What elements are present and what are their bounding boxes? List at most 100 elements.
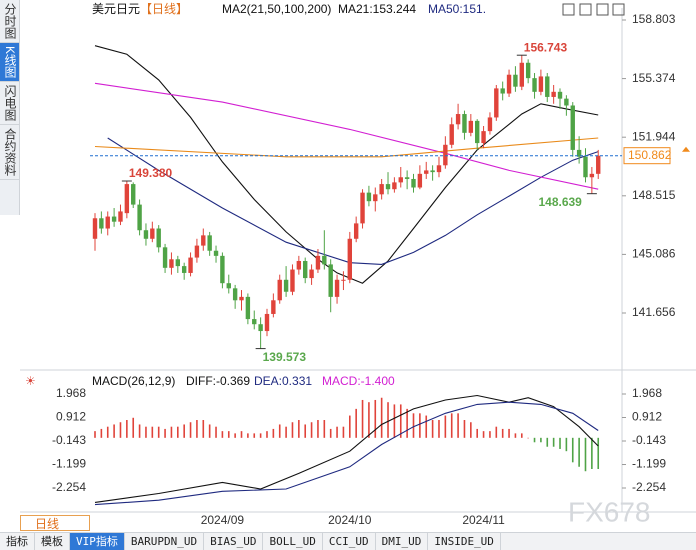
candle-body	[290, 269, 295, 292]
candle-body	[92, 218, 98, 239]
y-tick-label: 158.803	[632, 12, 676, 26]
macd-bar	[126, 420, 128, 438]
candle-body	[538, 76, 544, 92]
toolbar-tab[interactable]: BIAS_UD	[204, 533, 264, 550]
candle-body	[283, 279, 289, 292]
candle-body	[532, 78, 537, 92]
macd-bar	[412, 413, 415, 438]
side-tab[interactable]: K线图	[0, 43, 19, 83]
extreme-label: 156.743	[524, 40, 568, 54]
macd-bar	[310, 422, 313, 438]
toolbar-tab[interactable]: DMI_UD	[376, 533, 429, 550]
macd-bar	[470, 422, 472, 438]
macd-bar	[355, 408, 357, 438]
line	[94, 394, 599, 503]
y-tick-label: -0.143	[632, 433, 666, 447]
macd-bar	[393, 404, 396, 438]
macd-bar	[508, 428, 510, 438]
macd-bar	[138, 424, 141, 438]
candle-body	[564, 98, 569, 106]
macd-bar	[329, 428, 332, 438]
macd-bar	[399, 404, 402, 438]
y-tick-label: 1.968	[56, 386, 86, 400]
candle-body	[99, 218, 104, 229]
macd-bar	[431, 420, 434, 438]
macd-bar	[298, 420, 300, 438]
toolbar-tab[interactable]: BOLL_UD	[263, 533, 323, 550]
candle-body	[194, 245, 200, 258]
last-price-arrow	[682, 146, 690, 152]
macd-bar	[584, 437, 587, 472]
macd-bar	[438, 420, 440, 438]
toolbar: 指标 模板 VIP指标 BARUPDN_UD BIAS_UD BOLL_UD CCI_UD D…	[0, 532, 696, 550]
candle-body	[360, 192, 365, 224]
macd-bar	[272, 428, 275, 438]
side-tab[interactable]: 闪电图	[0, 82, 19, 126]
candle-body	[162, 247, 168, 268]
macd-bar	[406, 408, 408, 438]
candle-body	[443, 144, 448, 166]
candle-body	[468, 120, 474, 133]
toolbar-tab[interactable]: BARUPDN_UD	[125, 533, 205, 550]
line	[94, 82, 599, 190]
macd-bar	[514, 433, 517, 438]
macd-bar	[387, 402, 389, 438]
macd-bar	[489, 431, 491, 438]
macd-bar	[597, 437, 600, 469]
candle-body	[226, 283, 231, 289]
candle-body	[596, 155, 601, 174]
candle-body	[430, 170, 435, 173]
y-tick-label: 151.944	[632, 129, 676, 143]
candle-body	[188, 257, 193, 273]
last-price-box	[623, 147, 671, 165]
macd-bar	[221, 431, 224, 438]
period: 【日线】	[140, 2, 188, 16]
macd-bar	[342, 426, 345, 438]
macd-bar	[247, 433, 249, 438]
y-tick-label: 0.912	[56, 410, 86, 424]
macd-bar	[533, 437, 536, 443]
macd-bar	[323, 420, 326, 438]
macd-bar	[234, 433, 236, 438]
toolbar-tab[interactable]: CCI_UD	[323, 533, 376, 550]
macd-name: MACD(26,12,9)	[92, 374, 175, 388]
ma21-value: MA21:153.244	[338, 2, 416, 16]
candle-body	[481, 131, 486, 144]
candle-body	[487, 117, 493, 132]
candle-body	[494, 88, 499, 118]
candle-body	[404, 177, 410, 179]
macd-bar	[215, 426, 217, 438]
candle-body	[379, 184, 384, 195]
side-tab[interactable]: 合约资料	[0, 125, 19, 181]
candle-body	[303, 260, 308, 279]
macd-bar	[259, 433, 262, 438]
candle-body	[322, 255, 327, 265]
toolbar-tab[interactable]: 指标	[0, 533, 35, 550]
macd-bar	[202, 420, 205, 438]
candle-body	[353, 223, 359, 239]
candle-body	[213, 250, 219, 256]
candle-body	[252, 319, 257, 325]
macd-bar	[266, 431, 268, 438]
macd-bar	[132, 417, 135, 438]
candle-body	[545, 76, 550, 97]
period-button[interactable]: 日线	[20, 515, 90, 531]
candle-body	[264, 313, 270, 332]
macd-bar	[476, 428, 478, 438]
macd-bar	[106, 426, 109, 438]
candle-body	[373, 194, 378, 202]
y-tick-label: 0.912	[632, 410, 662, 424]
macd-bar	[450, 413, 453, 438]
macd-bar	[113, 424, 115, 438]
side-tab[interactable]: 分时图	[0, 0, 19, 43]
toolbar-tab[interactable]: INSIDE_UD	[428, 533, 501, 550]
macd-bar	[463, 420, 466, 438]
macd-bar	[285, 426, 287, 438]
line	[94, 137, 599, 158]
macd-bar	[94, 431, 96, 438]
toolbar-tab[interactable]: VIP指标	[70, 533, 125, 550]
candle-body	[334, 279, 340, 297]
candle-body	[111, 216, 117, 222]
macd-bar	[552, 437, 555, 447]
toolbar-tab[interactable]: 模板	[35, 533, 70, 550]
